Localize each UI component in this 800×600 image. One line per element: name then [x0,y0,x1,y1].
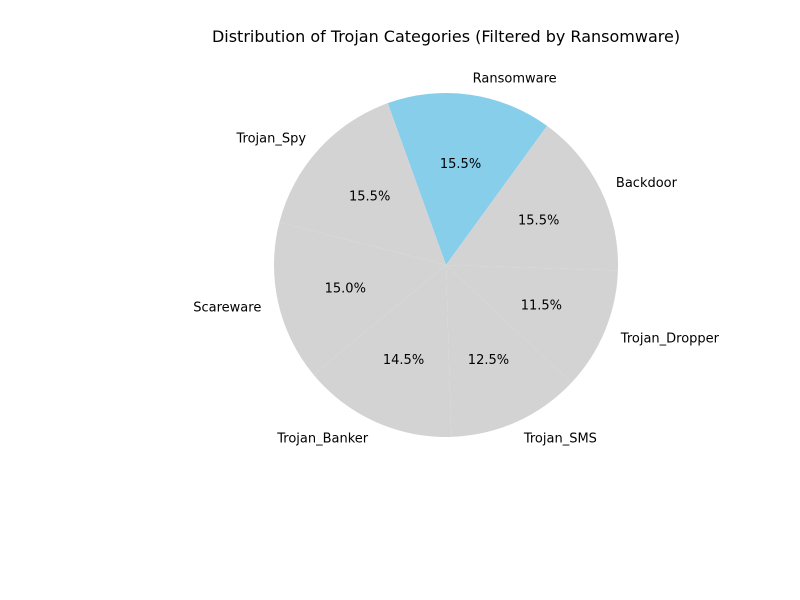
pie-percent-scareware: 15.0% [325,282,366,297]
pie-percent-ransomware: 15.5% [440,157,481,172]
pie-percent-backdoor: 15.5% [518,214,559,229]
pie-slice-backdoor [446,125,618,271]
pie-percent-trojan-dropper: 11.5% [521,298,562,313]
pie-label-trojan-spy: Trojan_Spy [235,132,306,147]
pie-label-backdoor: Backdoor [616,176,678,191]
pie-label-scareware: Scareware [193,300,261,315]
pie-label-trojan-banker: Trojan_Banker [276,431,369,446]
chart-title: Distribution of Trojan Categories (Filte… [212,27,680,46]
pie-slice-trojan-sms [446,265,572,437]
pie-percent-trojan-spy: 15.5% [349,190,390,205]
pie-percent-labels: 15.5% 15.5% 15.0% 14.5% 12.5% 11.5% 15.5% [325,157,562,368]
pie-label-trojan-sms: Trojan_SMS [523,431,597,446]
pie-percent-trojan-banker: 14.5% [383,353,424,368]
pie-slice-trojan-spy [279,103,446,265]
pie-slice-trojan-dropper [446,265,618,383]
pie-label-ransomware: Ransomware [473,72,557,87]
pie-slice-scareware [274,222,446,375]
pie-slice-trojan-banker [313,265,452,438]
pie-slices [274,93,618,438]
pie-slice-ransomware [387,93,548,266]
pie-label-trojan-dropper: Trojan_Dropper [620,331,720,346]
pie-labels: Ransomware Trojan_Spy Scareware Trojan_Bank… [193,72,719,447]
pie-percent-trojan-sms: 12.5% [468,353,509,368]
